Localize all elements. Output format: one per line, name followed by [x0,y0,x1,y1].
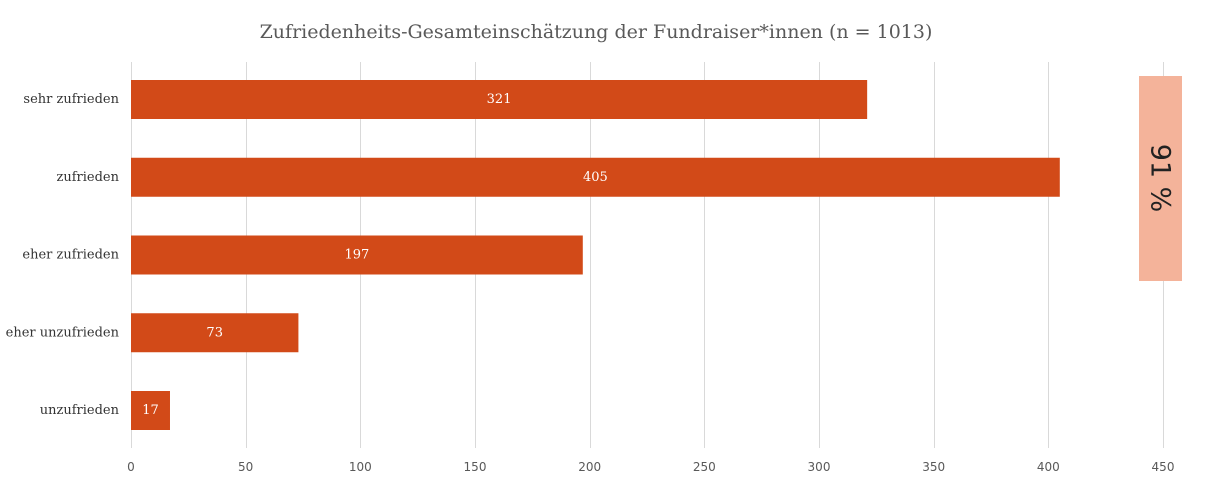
x-axis-ticks: 0 50 100 150 200 250 300 350 400 450 [127,460,1174,474]
x-tick-label: 0 [127,460,135,474]
chart-title: Zufriedenheits-Gesamteinschätzung der Fu… [260,21,933,43]
x-tick-label: 250 [693,460,716,474]
x-tick-label: 300 [808,460,831,474]
category-label: sehr zufrieden [23,92,119,107]
share-annotation-label: 91 % [1145,144,1176,213]
category-label: eher unzufrieden [6,325,120,340]
bar [131,313,299,353]
x-tick-label: 350 [922,460,945,474]
data-label: 197 [344,248,369,263]
x-tick-label: 50 [238,460,253,474]
data-label: 73 [206,325,223,340]
bar [131,391,170,430]
data-label: 405 [583,170,608,185]
data-label: 321 [487,92,512,107]
x-tick-label: 200 [578,460,601,474]
category-label: zufrieden [57,170,120,185]
bar [131,80,868,119]
bars: 321 405 197 73 17 [131,80,1060,430]
category-label: eher zufrieden [22,248,119,263]
x-tick-label: 450 [1152,460,1175,474]
x-tick-label: 400 [1037,460,1060,474]
category-label: unzufrieden [40,403,120,418]
category-labels: sehr zufrieden zufrieden eher zufrieden ehe… [6,92,120,418]
share-annotation-box [1139,76,1182,281]
x-tick-label: 100 [349,460,372,474]
share-annotation: 91 % [1139,76,1182,281]
bar [131,157,1060,197]
data-label: 17 [142,403,159,418]
gridlines [131,62,1164,448]
x-tick-label: 150 [464,460,487,474]
bar [131,235,583,275]
